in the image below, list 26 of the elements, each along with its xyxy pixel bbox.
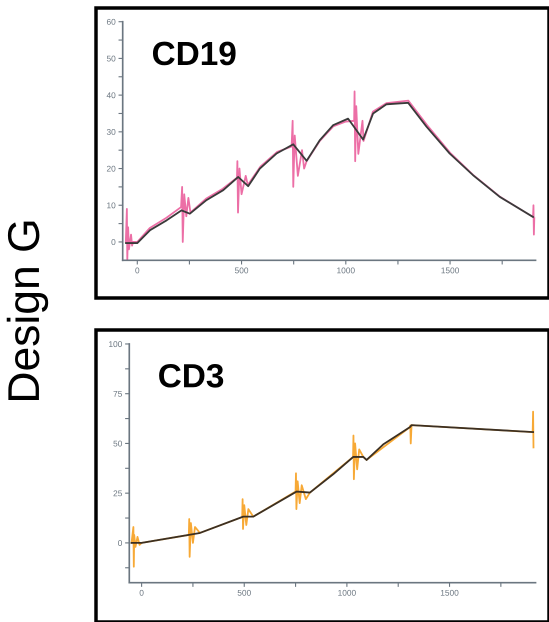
y-tick-label: 60	[106, 18, 116, 25]
text: Design G	[6, 222, 48, 400]
y-tick-label: 50	[106, 56, 116, 62]
y-tick-label: 20	[106, 166, 116, 172]
y-tick-label: 0	[118, 540, 122, 546]
line-series	[125, 102, 534, 244]
chart-title: CD3	[159, 364, 224, 388]
x-tick-label: 0	[140, 590, 144, 596]
line-series	[130, 424, 534, 544]
x-tick-label: 1000	[337, 267, 355, 274]
line-series	[124, 90, 536, 260]
x-tick-label: 1000	[338, 590, 356, 596]
x-tick-label: 500	[238, 590, 251, 596]
x-tick-label: 1500	[441, 267, 460, 274]
y-tick-label: 10	[107, 202, 116, 208]
x-tick-label: 0	[135, 267, 140, 274]
y-tick-label: 50	[113, 440, 122, 447]
x-tick-label: 1500	[440, 590, 458, 596]
y-tick-label: 30	[106, 129, 116, 135]
y-tick-label: 75	[114, 390, 122, 397]
y-tick-label: 0	[111, 239, 116, 246]
x-tick-label: 500	[234, 267, 248, 274]
y-tick-label: 40	[106, 92, 116, 98]
y-tick-label: 100	[109, 341, 122, 348]
chart-title: CD19	[152, 42, 236, 66]
y-tick-label: 25	[113, 490, 122, 496]
